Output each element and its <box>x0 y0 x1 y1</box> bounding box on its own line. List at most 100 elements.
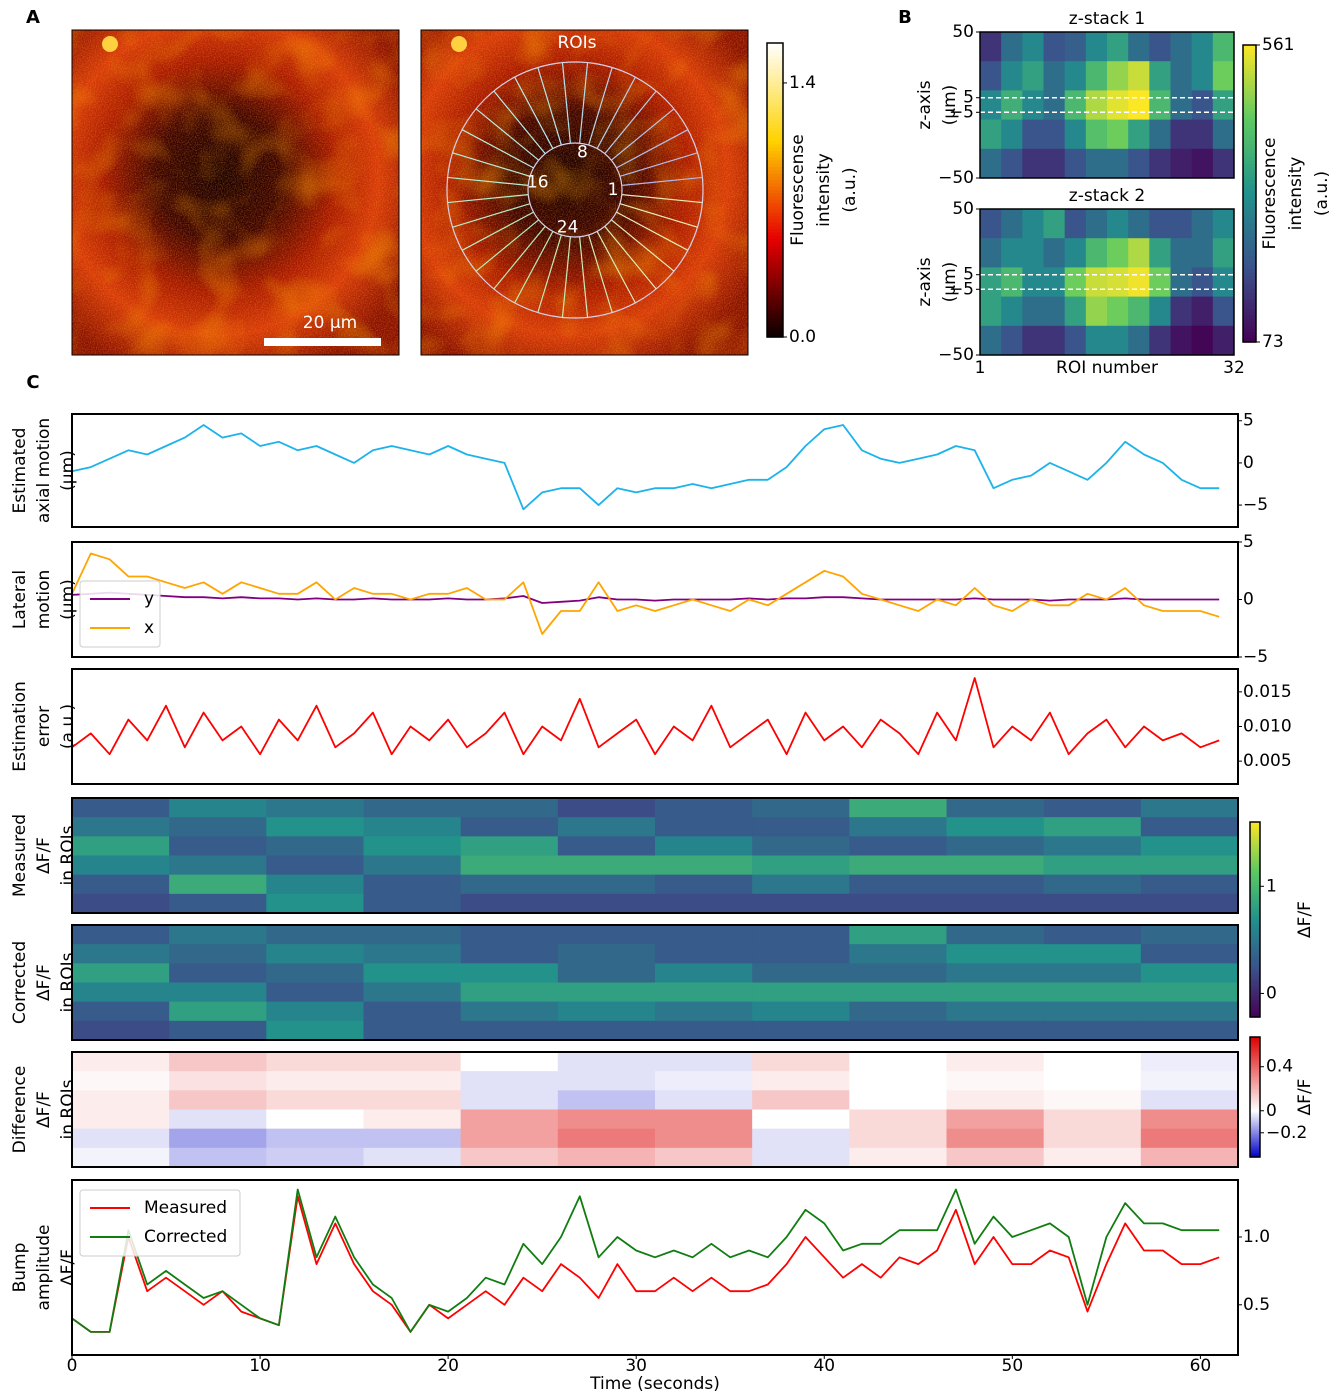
colorbar-swatch <box>767 88 783 93</box>
colorbar-swatch <box>1243 266 1256 270</box>
heatmap-cell <box>1085 32 1108 62</box>
heatmap-cell <box>946 1147 1045 1168</box>
heatmap-cell <box>1191 148 1214 179</box>
colorbar-swatch <box>1250 1004 1260 1007</box>
heatmap-cell <box>849 836 947 856</box>
colorbar-swatch <box>767 186 783 191</box>
colorbar-swatch <box>767 252 783 256</box>
heatmap-cell <box>752 1090 850 1110</box>
heatmap-cell <box>1043 963 1142 983</box>
roi-number: 8 <box>577 143 588 163</box>
panel-frame <box>71 797 1239 914</box>
colorbar-swatch <box>767 127 783 132</box>
colorbar-swatch <box>1250 1055 1260 1058</box>
colorbar-swatch <box>1243 315 1256 320</box>
colorbar-swatch <box>1250 1010 1260 1014</box>
scale-bar-label: 20 µm <box>303 313 357 333</box>
colorbar-tick-label: −0.2 <box>1266 1123 1307 1143</box>
colorbar-swatch <box>1250 1045 1260 1047</box>
roi-spoke <box>621 176 703 186</box>
colorbar-swatch <box>767 232 783 237</box>
x-tick-label: 60 <box>1190 1356 1212 1376</box>
colorbar-swatch <box>767 294 783 299</box>
heatmap-cell <box>655 817 753 837</box>
heatmap-cell <box>1064 209 1087 239</box>
heatmap-title: z-stack 1 <box>1069 9 1145 29</box>
heatmap-cell <box>557 1128 656 1149</box>
heatmap-cell <box>946 944 1045 964</box>
series-line <box>71 1195 1220 1333</box>
colorbar-swatch <box>1250 1050 1260 1053</box>
panel-letter: A <box>26 7 40 28</box>
colorbar-tick-label: 561 <box>1262 35 1294 55</box>
heatmap-cell <box>557 1090 656 1110</box>
heatmap-cell <box>1043 296 1066 327</box>
heatmap-cell <box>980 148 1002 179</box>
heatmap-cell <box>1191 61 1214 91</box>
colorbar-swatch <box>1243 223 1256 228</box>
heatmap-cell <box>1191 209 1214 239</box>
colorbar-swatch <box>1250 865 1260 869</box>
colorbar-swatch <box>1250 1097 1260 1099</box>
colorbar-swatch <box>1250 956 1260 960</box>
colorbar-swatch <box>1250 1137 1260 1139</box>
colorbar-swatch <box>1250 1125 1260 1127</box>
panel-frame <box>71 541 1239 658</box>
heatmap-cell <box>1191 296 1214 327</box>
colorbar-swatch <box>1243 210 1256 214</box>
heatmap-cell <box>849 1071 947 1091</box>
heatmap-cell <box>1140 1052 1239 1072</box>
y-tick-label: 50 <box>952 199 974 219</box>
colorbar-swatch <box>1243 173 1256 178</box>
heatmap-cell <box>1085 238 1108 268</box>
colorbar-swatch <box>767 239 783 243</box>
colorbar-swatch <box>1250 897 1260 901</box>
colorbar-swatch <box>767 301 783 305</box>
colorbar-swatch <box>1250 854 1260 858</box>
colorbar-tick-label: 1.4 <box>789 73 816 93</box>
colorbar-swatch <box>1250 856 1260 860</box>
colorbar-swatch <box>1250 1083 1260 1086</box>
x-tick-label: 10 <box>249 1356 271 1376</box>
colorbar-swatch <box>1243 117 1256 122</box>
heatmap-cell <box>849 798 947 818</box>
heatmap-cell <box>849 817 947 837</box>
heatmap-cell <box>1043 61 1066 91</box>
y-tick-label: −5 <box>949 102 974 122</box>
heatmap-cell <box>72 1052 170 1072</box>
x-axis-label: ROI number <box>1056 358 1158 378</box>
colorbar-swatch <box>1243 262 1256 267</box>
heatmap-cell <box>460 1128 559 1149</box>
colorbar-swatch <box>767 219 783 224</box>
heatmap-cell <box>1043 925 1142 945</box>
colorbar-swatch <box>1250 1087 1260 1090</box>
colorbar-swatch <box>767 49 783 54</box>
heatmap-cell <box>460 893 559 914</box>
heatmap-cell <box>169 963 267 983</box>
colorbar-swatch <box>1243 309 1256 313</box>
colorbar-swatch <box>1250 941 1260 944</box>
heatmap-cell <box>1001 267 1023 298</box>
heatmap-cell <box>946 1071 1045 1091</box>
colorbar-swatch <box>1250 822 1260 825</box>
heatmap-cell <box>1128 119 1150 150</box>
heatmap-cell <box>1085 61 1108 91</box>
heatmap-cell <box>557 963 656 983</box>
colorbar-swatch <box>1250 1054 1260 1057</box>
colorbar-swatch <box>1243 252 1256 257</box>
heatmap-cell <box>266 798 364 818</box>
heatmap-cell <box>363 1020 462 1041</box>
heatmap-cell <box>1064 90 1087 121</box>
heatmap-cell <box>849 982 947 1003</box>
colorbar-swatch <box>1250 1063 1260 1066</box>
colorbar-swatch <box>1250 910 1260 914</box>
panel-letter: C <box>26 372 39 393</box>
colorbar-swatch <box>1243 328 1256 333</box>
heatmap-cell <box>1022 267 1044 298</box>
heatmap-cell <box>363 874 462 895</box>
heatmap-cell <box>72 855 170 876</box>
colorbar-swatch <box>767 203 783 207</box>
heatmap-cell <box>363 1147 462 1168</box>
heatmap-cell <box>849 1109 947 1130</box>
colorbar-swatch <box>767 176 783 181</box>
